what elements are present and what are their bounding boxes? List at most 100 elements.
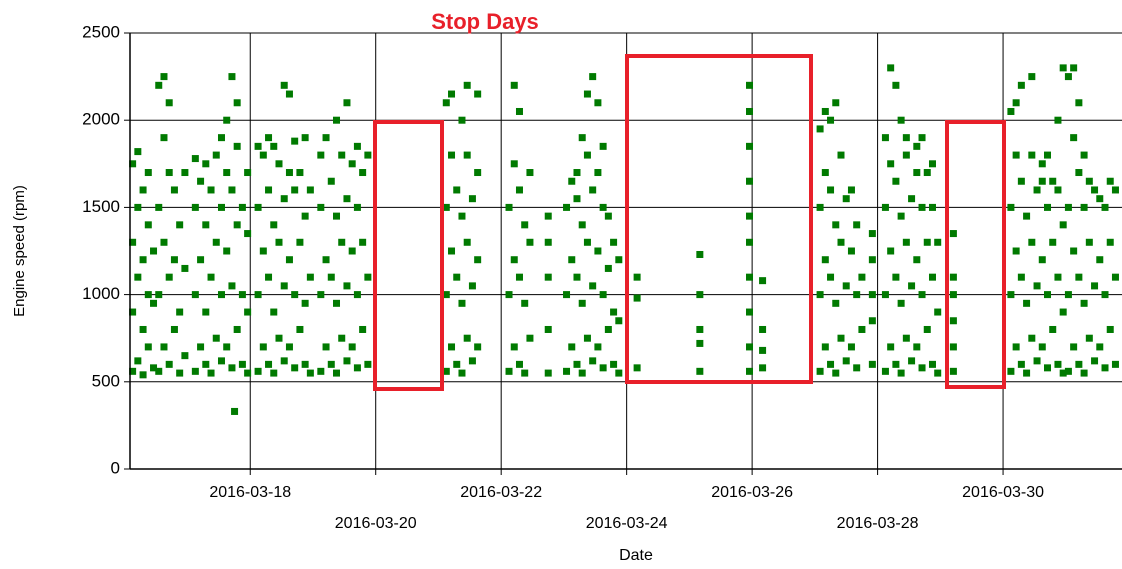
point — [1091, 186, 1099, 194]
point — [1033, 357, 1041, 365]
point — [202, 308, 210, 316]
point — [918, 203, 926, 211]
point — [913, 169, 921, 177]
point — [1101, 364, 1109, 372]
point — [573, 169, 581, 177]
point — [228, 364, 236, 372]
point — [144, 169, 152, 177]
points — [129, 64, 1119, 415]
point — [129, 308, 137, 316]
point — [275, 334, 283, 342]
point — [458, 116, 466, 124]
point — [191, 291, 199, 299]
point — [191, 367, 199, 375]
point — [197, 177, 205, 185]
point — [238, 360, 246, 368]
point — [746, 238, 754, 246]
point — [202, 360, 210, 368]
point — [923, 238, 931, 246]
point — [934, 238, 942, 246]
point — [544, 238, 552, 246]
point — [583, 334, 591, 342]
point — [521, 221, 529, 229]
point — [902, 151, 910, 159]
point — [510, 81, 518, 89]
point — [746, 107, 754, 115]
point — [759, 346, 767, 354]
point — [610, 360, 618, 368]
point — [827, 186, 835, 194]
point — [589, 73, 597, 81]
point — [144, 343, 152, 351]
point — [296, 325, 304, 333]
point — [1059, 64, 1067, 72]
point — [353, 203, 361, 211]
point — [1033, 282, 1041, 290]
point — [746, 212, 754, 220]
point — [463, 151, 471, 159]
point — [1085, 334, 1093, 342]
point — [442, 203, 450, 211]
point — [160, 73, 168, 81]
point — [521, 369, 529, 377]
point — [1064, 73, 1072, 81]
point — [453, 186, 461, 194]
point — [897, 299, 905, 307]
point — [1049, 177, 1057, 185]
y-tick-label: 1500 — [82, 197, 120, 216]
point — [317, 367, 325, 375]
point — [934, 308, 942, 316]
point — [306, 369, 314, 377]
point — [280, 195, 288, 203]
point — [348, 343, 356, 351]
point — [134, 357, 142, 365]
point — [1028, 334, 1036, 342]
point — [1017, 360, 1025, 368]
point — [599, 291, 607, 299]
point — [1038, 160, 1046, 168]
point — [265, 273, 273, 281]
point — [468, 195, 476, 203]
point — [1070, 64, 1078, 72]
point — [1075, 360, 1083, 368]
point — [892, 81, 900, 89]
point — [908, 357, 916, 365]
point — [1012, 151, 1020, 159]
point — [544, 325, 552, 333]
point — [821, 169, 829, 177]
y-tick-label: 2500 — [82, 22, 120, 41]
point — [746, 308, 754, 316]
point — [526, 334, 534, 342]
point — [604, 264, 612, 272]
point — [816, 367, 824, 375]
point — [633, 294, 641, 302]
point — [892, 177, 900, 185]
point — [474, 256, 482, 264]
point — [610, 308, 618, 316]
point — [181, 169, 189, 177]
point — [615, 317, 623, 325]
point — [868, 230, 876, 238]
point — [306, 273, 314, 281]
point — [918, 364, 926, 372]
point — [254, 142, 262, 150]
point — [515, 107, 523, 115]
point — [129, 238, 137, 246]
point — [1075, 99, 1083, 107]
point — [275, 160, 283, 168]
point — [144, 221, 152, 229]
point — [842, 282, 850, 290]
point — [633, 273, 641, 281]
point — [322, 343, 330, 351]
point — [842, 195, 850, 203]
point — [1054, 360, 1062, 368]
point — [280, 357, 288, 365]
point — [573, 273, 581, 281]
point — [696, 250, 704, 258]
point — [1044, 291, 1052, 299]
point — [285, 90, 293, 98]
point — [338, 151, 346, 159]
point — [474, 169, 482, 177]
point — [155, 203, 163, 211]
point — [233, 221, 241, 229]
